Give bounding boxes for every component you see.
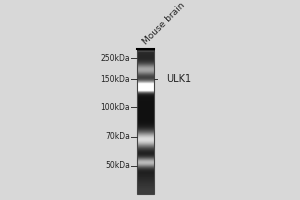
Bar bbox=[136, 51, 154, 194]
Text: 150kDa: 150kDa bbox=[100, 75, 130, 84]
Text: 70kDa: 70kDa bbox=[105, 132, 130, 141]
Text: 100kDa: 100kDa bbox=[100, 103, 130, 112]
Text: ULK1: ULK1 bbox=[167, 74, 191, 84]
Text: 50kDa: 50kDa bbox=[105, 161, 130, 170]
Text: Mouse brain: Mouse brain bbox=[141, 1, 186, 47]
Text: 250kDa: 250kDa bbox=[100, 54, 130, 63]
